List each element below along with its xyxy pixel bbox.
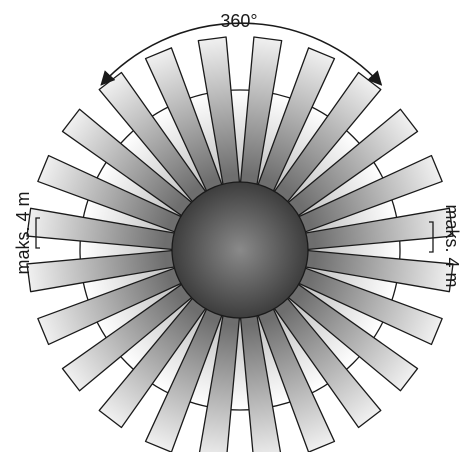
light-beams [26,36,454,452]
sensor-center [171,181,309,319]
range-bracket-left [35,217,40,249]
rotation-arrow [100,22,383,86]
range-label-right: maks. 4 m [442,204,462,287]
angle-label: 360° [220,11,257,31]
range-label-left: maks. 4 m [13,191,33,274]
range-bracket-right [429,221,434,253]
